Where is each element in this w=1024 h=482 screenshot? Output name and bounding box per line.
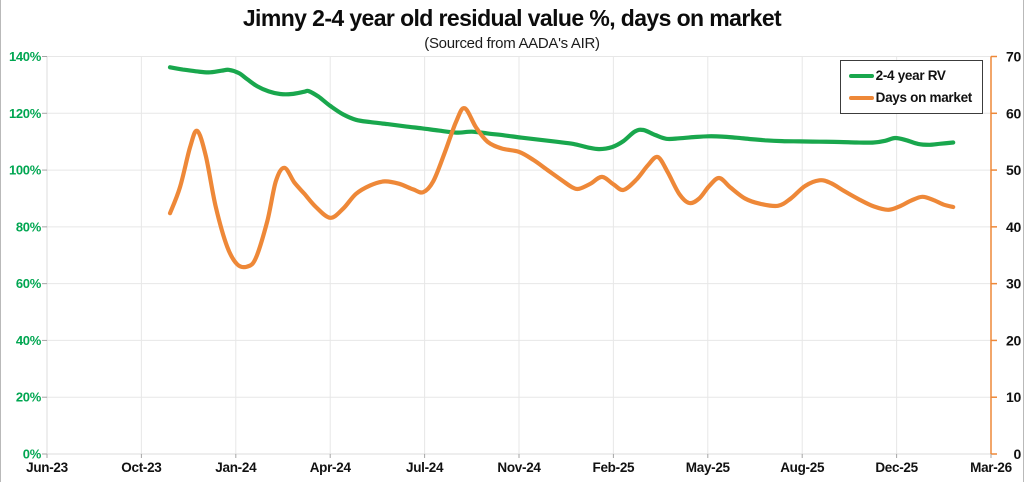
y-right-tick-label: 30 [1006, 276, 1021, 292]
x-tick-label: May-25 [686, 460, 731, 475]
days-line-swatch-icon [848, 95, 874, 100]
chart-title: Jimny 2-4 year old residual value %, day… [242, 5, 782, 31]
rv-line-swatch-icon [848, 73, 874, 78]
x-tick-label: Jun-23 [26, 460, 69, 475]
y-right-tick-label: 50 [1006, 162, 1021, 178]
y-right-tick-label: 60 [1006, 105, 1021, 121]
y-left-tick-label: 80% [16, 219, 42, 234]
legend-item-days: Days on market [848, 90, 973, 105]
x-tick-label: Jan-24 [215, 460, 257, 475]
legend: 2-4 year RV Days on market [839, 60, 983, 114]
x-tick-label: Mar-26 [970, 460, 1013, 475]
y-right-tick-label: 0 [1014, 446, 1022, 462]
y-right-tick-label: 40 [1006, 219, 1021, 235]
legend-item-rv: 2-4 year RV [848, 68, 972, 83]
x-tick-label: Oct-23 [121, 460, 162, 475]
y-left-tick-label: 20% [16, 390, 42, 405]
chart-subtitle: (Sourced from AADA's AIR) [424, 35, 600, 52]
y-left-tick-label: 60% [16, 276, 42, 291]
x-tick-label: Feb-25 [593, 460, 636, 475]
y-left-tick-label: 40% [16, 333, 42, 348]
x-tick-label: Aug-25 [780, 460, 825, 475]
y-right-tick-label: 70 [1006, 49, 1021, 65]
legend-label-rv: 2-4 year RV [875, 68, 946, 83]
y-right-tick-label: 10 [1006, 389, 1021, 405]
y-left-tick-label: 0% [23, 447, 42, 462]
y-right-tick-label: 20 [1006, 332, 1021, 348]
x-tick-label: Nov-24 [497, 460, 541, 475]
rv-line-series [167, 65, 956, 152]
x-tick-label: Apr-24 [310, 460, 352, 475]
y-left-tick-label: 140% [9, 49, 42, 64]
x-tick-label: Jul-24 [406, 460, 444, 475]
legend-label-days: Days on market [875, 90, 973, 105]
y-left-tick-label: 120% [9, 106, 42, 121]
days-on-market-series [167, 106, 956, 270]
y-left-tick-label: 100% [9, 163, 42, 178]
x-tick-label: Dec-25 [875, 460, 918, 475]
